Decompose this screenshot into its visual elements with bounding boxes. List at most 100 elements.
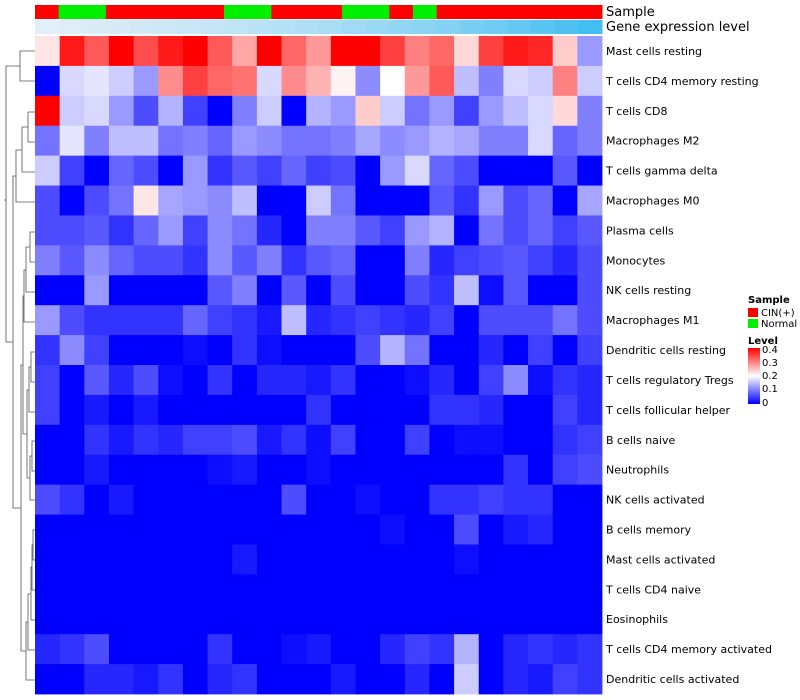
sample-cell-9	[224, 5, 249, 19]
heatmap-cell-r1-c12	[306, 36, 332, 67]
heatmap-cell-r4-c2	[59, 125, 85, 157]
heatmap-cell-r3-c18	[454, 95, 480, 127]
heatmap-cell-r15-c4	[108, 454, 135, 486]
heatmap-cell-r7-c23	[577, 215, 603, 246]
heatmap-cell-r16-c6	[158, 484, 184, 515]
heatmap-cell-r16-c15	[380, 484, 406, 515]
sample-cell-2	[58, 5, 83, 19]
heatmap-cell-r19-c22	[552, 574, 578, 605]
heatmap-cell-r10-c11	[281, 305, 307, 336]
heatmap-cell-r21-c9	[232, 634, 258, 665]
heatmap-cell-r16-c3	[84, 484, 110, 515]
heatmap-cell-r18-c16	[404, 544, 430, 575]
expression-cell-15	[365, 20, 390, 34]
heatmap-cell-r17-c23	[577, 514, 603, 545]
heatmap-cell-r14-c10	[256, 424, 282, 456]
heatmap-cell-r10-c5	[133, 305, 159, 336]
heatmap-cell-r2-c18	[454, 65, 480, 97]
heatmap-cell-r2-c6	[158, 65, 184, 97]
heatmap-cell-r13-c9	[232, 394, 258, 426]
heatmap-cell-r22-c2	[59, 664, 85, 695]
heatmap-cell-r10-c18	[454, 305, 480, 336]
heatmap-cell-r21-c23	[577, 634, 603, 665]
heatmap-cell-r16-c22	[552, 484, 578, 515]
heatmap-cell-r19-c4	[108, 574, 135, 605]
heatmap-cell-r21-c14	[355, 634, 381, 665]
heatmap-cell-r17-c7	[182, 514, 208, 545]
heatmap-cell-r2-c1	[35, 65, 61, 97]
heatmap-cell-r15-c6	[158, 454, 184, 486]
expression-cell-18	[436, 20, 461, 34]
level-legend-colorbar	[748, 348, 760, 404]
heatmap-cell-r8-c6	[158, 245, 184, 276]
sample-annotation-bar	[35, 5, 603, 19]
heatmap-cell-r18-c17	[429, 544, 455, 575]
heatmap-cell-r3-c5	[133, 95, 159, 127]
heatmap-cell-r14-c3	[84, 424, 110, 456]
heatmap-cell-r9-c12	[306, 275, 332, 306]
heatmap-cell-r15-c7	[182, 454, 208, 486]
level-legend-tick-0: 0.4	[762, 345, 778, 356]
heatmap-cell-r11-c5	[133, 335, 159, 366]
heatmap-cell-r17-c20	[503, 514, 529, 545]
expression-cell-7	[176, 20, 201, 34]
heatmap-cell-r12-c11	[281, 365, 307, 396]
heatmap-cell-r15-c1	[35, 454, 61, 486]
sample-cell-22	[531, 5, 556, 19]
heatmap-cell-r17-c10	[256, 514, 282, 545]
heatmap-cell-r2-c8	[207, 65, 233, 97]
heatmap-cell-r1-c11	[281, 36, 307, 67]
heatmap-cell-r12-c10	[256, 365, 282, 396]
heatmap-cell-r13-c12	[306, 394, 332, 426]
heatmap-cell-r2-c19	[478, 65, 504, 97]
heatmap-cell-r7-c8	[207, 215, 233, 246]
heatmap-cell-r3-c3	[84, 95, 110, 127]
heatmap-cell-r8-c2	[59, 245, 85, 276]
heatmap-cell-r22-c11	[281, 664, 307, 695]
heatmap-cell-r18-c9	[232, 544, 258, 575]
heatmap-cell-r6-c22	[552, 185, 578, 216]
heatmap-cell-r1-c23	[577, 36, 603, 67]
heatmap-cell-r12-c18	[454, 365, 480, 396]
heatmap-cell-r21-c1	[35, 634, 61, 665]
heatmap-cell-r17-c16	[404, 514, 430, 545]
heatmap-cell-r7-c10	[256, 215, 282, 246]
heatmap-cell-r1-c13	[330, 36, 356, 67]
heatmap-cell-r9-c5	[133, 275, 159, 306]
expression-cell-24	[578, 20, 603, 34]
heatmap-cell-r9-c22	[552, 275, 578, 306]
heatmap-cell-r11-c22	[552, 335, 578, 366]
heatmap-cell-r17-c17	[429, 514, 455, 545]
heatmap-cell-r2-c23	[577, 65, 603, 97]
heatmap-cell-r16-c21	[528, 484, 554, 515]
row-label-15: Neutrophils	[606, 464, 669, 477]
heatmap-cell-r22-c5	[133, 664, 159, 695]
expression-cell-19	[460, 20, 485, 34]
heatmap-cell-r6-c15	[380, 185, 406, 216]
heatmap-cell-r8-c11	[281, 245, 307, 276]
row-label-12: T cells regulatory Tregs	[605, 374, 734, 387]
heatmap-cell-r9-c9	[232, 275, 258, 306]
heatmap-cell-r14-c6	[158, 424, 184, 456]
heatmap-cell-r13-c20	[503, 394, 529, 426]
heatmap-cell-r4-c21	[528, 125, 554, 157]
heatmap-cell-r3-c14	[355, 95, 381, 127]
heatmap-cell-r15-c12	[306, 454, 332, 486]
heatmap-cell-r14-c1	[35, 424, 61, 456]
heatmap-cell-r7-c21	[528, 215, 554, 246]
heatmap-cell-r2-c12	[306, 65, 332, 97]
heatmap-cell-r1-c21	[528, 36, 554, 67]
heatmap-cell-r14-c18	[454, 424, 480, 456]
heatmap-cell-r9-c2	[59, 275, 85, 306]
heatmap-cell-r13-c21	[528, 394, 554, 426]
heatmap-cell-r8-c7	[182, 245, 208, 276]
heatmap-cell-r5-c4	[108, 155, 135, 186]
heatmap-cell-r12-c23	[577, 365, 603, 396]
heatmap-cell-r21-c10	[256, 634, 282, 665]
heatmap-cell-r6-c9	[232, 185, 258, 216]
sample-cell-13	[318, 5, 343, 19]
expression-cell-22	[531, 20, 556, 34]
sample-cell-14	[342, 5, 367, 19]
heatmap-cell-r19-c1	[35, 574, 61, 605]
expression-cell-10	[247, 20, 272, 34]
